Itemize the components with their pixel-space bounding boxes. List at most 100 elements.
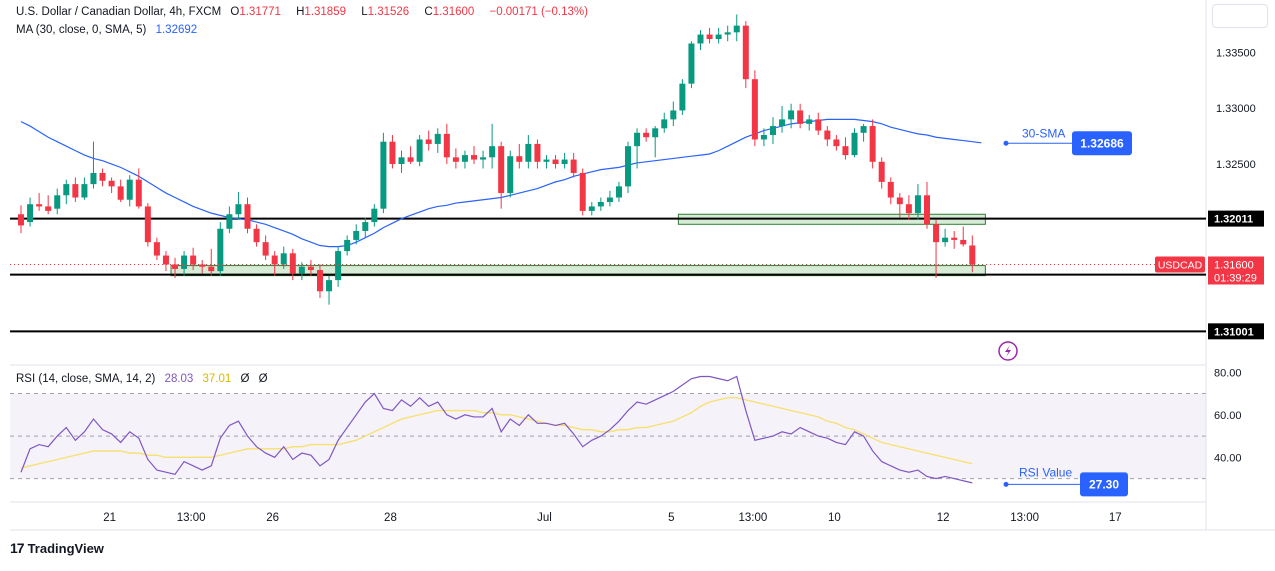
candle <box>425 130 432 151</box>
rsi-value: 28.03 <box>164 373 194 385</box>
candle <box>63 179 70 205</box>
sma-callout-value: 1.32686 <box>1080 136 1124 150</box>
candle <box>126 175 133 207</box>
candle <box>162 251 169 272</box>
price-axis[interactable]: 1.335001.330001.325001.320001.315001.310… <box>1216 47 1256 338</box>
candle-body <box>36 204 43 207</box>
toolbar-button[interactable] <box>1212 4 1268 28</box>
candle <box>833 135 840 151</box>
candle-body <box>54 195 61 209</box>
candle-body <box>670 110 677 120</box>
candle <box>81 177 88 200</box>
candle <box>398 150 405 173</box>
candle <box>471 146 477 165</box>
candle-body <box>81 184 88 198</box>
candle-body <box>597 201 604 207</box>
level-label: 1.32011 <box>1214 214 1253 226</box>
candle <box>588 201 595 216</box>
candle-body <box>679 83 686 111</box>
rsi-callout-box <box>1080 472 1128 497</box>
candle <box>652 126 659 158</box>
candle-body <box>543 159 550 162</box>
sr-zone-1 <box>170 265 986 277</box>
candle <box>606 190 613 207</box>
axis-labels: 1.320111.315091.31001USDCAD1.3160001:39:… <box>1155 210 1264 340</box>
candle <box>851 128 858 158</box>
candle-body <box>307 266 314 271</box>
candle-body <box>969 245 976 265</box>
candle-body <box>751 79 758 140</box>
candle <box>90 141 97 189</box>
rsi-axis[interactable]: 80.00 60.00 40.00 <box>1214 367 1242 464</box>
rsi-tick-label: 60.00 <box>1214 410 1242 422</box>
candle <box>144 203 151 247</box>
time-tick-label: 21 <box>103 512 116 524</box>
candle-body <box>615 186 622 198</box>
rsi-extra-2: Ø <box>258 373 268 385</box>
candle <box>452 148 459 169</box>
candle <box>353 224 360 245</box>
candle <box>679 79 686 115</box>
ma-label: MA (30, close, 0, SMA, 5) <box>16 24 147 36</box>
candle-body <box>588 206 595 211</box>
event-flash-icon[interactable] <box>998 341 1018 361</box>
candle-body <box>63 184 70 196</box>
candle <box>271 251 278 276</box>
candle-body <box>407 157 414 162</box>
candle <box>344 235 351 256</box>
candle <box>135 168 142 209</box>
countdown-label: 01:39:29 <box>1214 272 1257 284</box>
rsi-callout-dot <box>1003 481 1009 487</box>
symbol-tag: USDCAD <box>1158 259 1203 271</box>
candle <box>525 135 532 169</box>
rsi-ma-line <box>20 397 973 469</box>
candle <box>905 195 912 220</box>
candle <box>779 105 786 133</box>
candle-body <box>289 253 296 274</box>
candle <box>706 27 713 44</box>
candle-body <box>769 126 776 136</box>
candle <box>108 177 115 194</box>
candle-body <box>507 156 514 194</box>
candle-body <box>878 161 885 182</box>
price-tick-label: 1.33500 <box>1216 47 1256 59</box>
rsi-series <box>20 375 973 484</box>
candle <box>543 155 550 169</box>
candle-body <box>371 208 378 223</box>
candle-body <box>126 179 133 200</box>
rsi-sma-value: 37.01 <box>202 373 232 385</box>
candle-body <box>661 119 668 129</box>
candle <box>815 112 822 136</box>
candle-body <box>652 128 659 138</box>
tradingview-logo[interactable]: 17 TradingView <box>10 540 104 556</box>
candle-body <box>144 206 151 243</box>
candle-body <box>190 255 197 265</box>
time-axis[interactable]: 21 13:00 26 28 Jul 5 13:00 10 12 13:00 17 <box>103 512 1121 524</box>
rsi-callout-value: 27.30 <box>1089 477 1119 491</box>
low-value: 1.31526 <box>367 6 410 18</box>
high-value: 1.31859 <box>304 6 346 18</box>
candle-body <box>181 255 188 269</box>
ma-value: 1.32692 <box>155 24 198 36</box>
candle-body <box>72 184 79 198</box>
candle-body <box>162 255 169 265</box>
candle <box>54 188 61 215</box>
candle <box>362 217 369 238</box>
candle <box>516 143 523 169</box>
candle-body <box>788 110 795 120</box>
rsi-extra-1: Ø <box>240 373 250 385</box>
ma-legend[interactable]: MA (30, close, 0, SMA, 5) 1.32692 <box>16 24 203 36</box>
candle-body <box>851 132 858 156</box>
candle-body <box>706 34 713 40</box>
sma-callout-text: 30-SMA <box>1022 126 1065 140</box>
time-tick-label: 13:00 <box>738 512 767 524</box>
rsi-legend[interactable]: RSI (14, close, SMA, 14, 2) 28.03 37.01 … <box>16 373 274 385</box>
candle <box>307 260 314 276</box>
level-label-bg <box>1208 210 1264 227</box>
candle <box>960 226 967 247</box>
candle-body <box>27 204 34 223</box>
symbol-title[interactable]: U.S. Dollar / Canadian Dollar, 4h, FXCM <box>16 6 222 18</box>
candle <box>416 135 423 167</box>
